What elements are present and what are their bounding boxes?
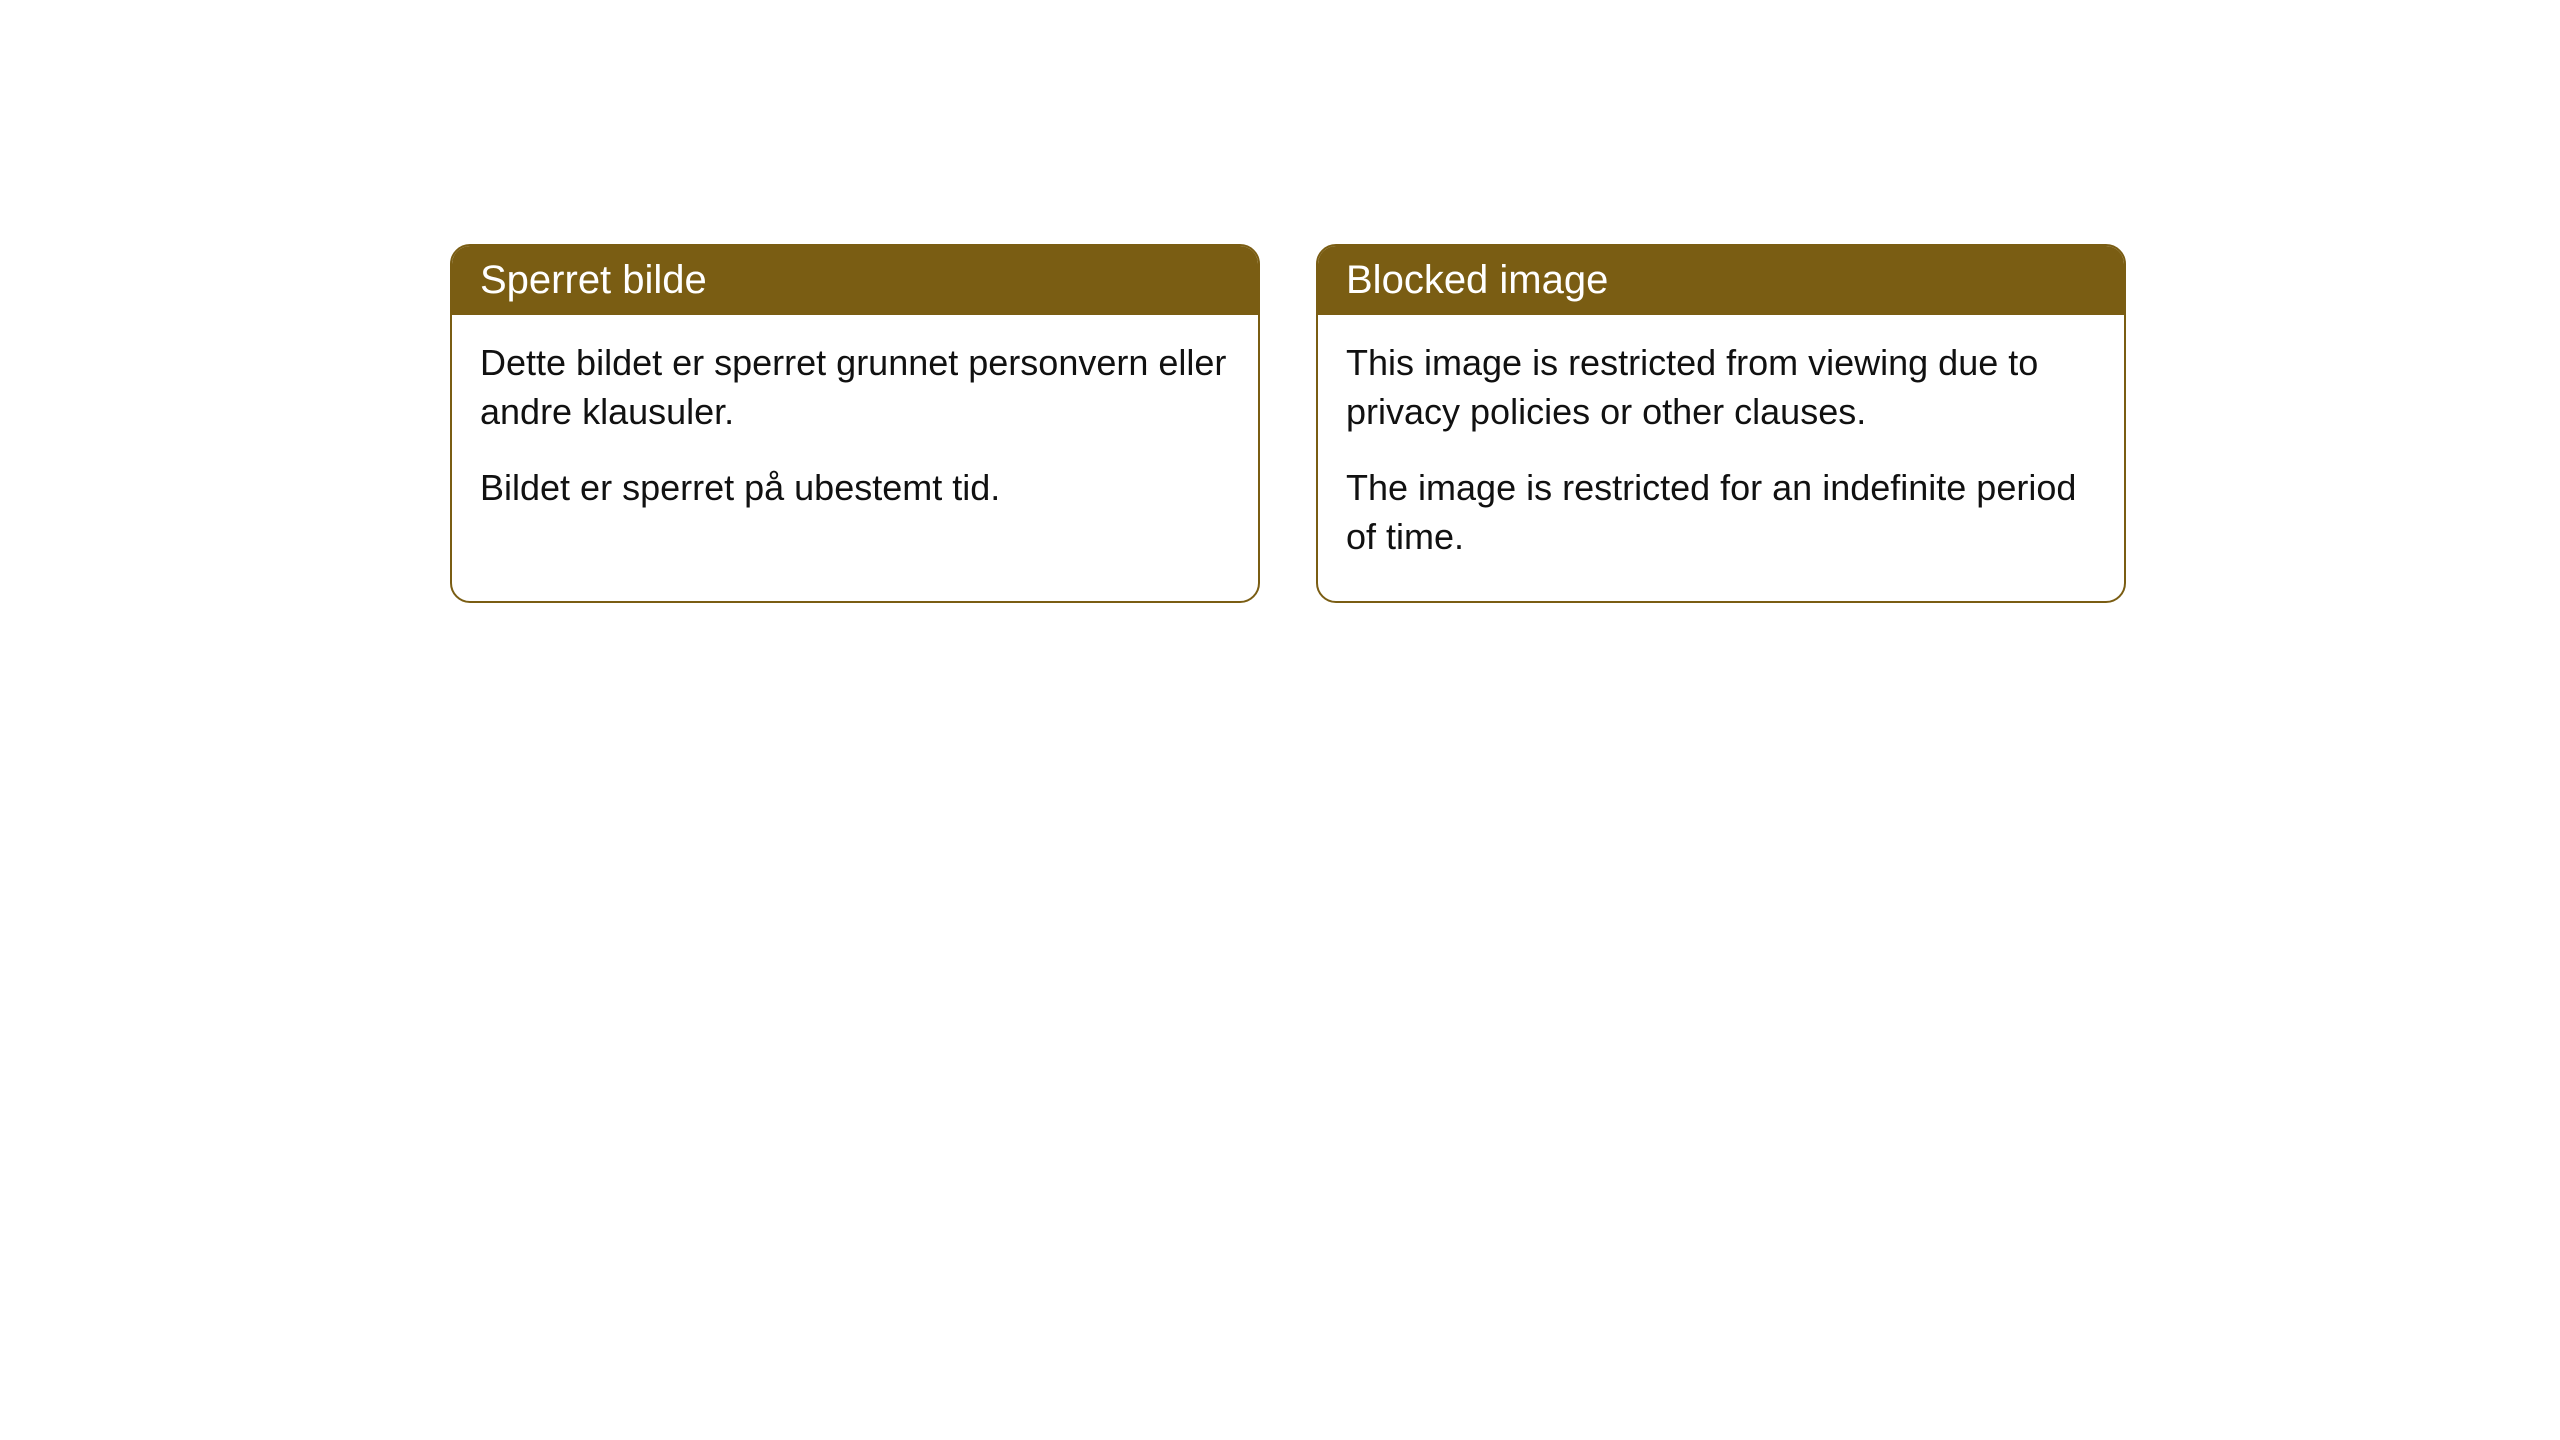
card-paragraph: This image is restricted from viewing du… (1346, 339, 2096, 436)
card-paragraph: The image is restricted for an indefinit… (1346, 464, 2096, 561)
card-paragraph: Bildet er sperret på ubestemt tid. (480, 464, 1230, 513)
card-title: Sperret bilde (480, 258, 707, 302)
card-body: Dette bildet er sperret grunnet personve… (452, 315, 1258, 553)
notice-cards-container: Sperret bilde Dette bildet er sperret gr… (450, 244, 2126, 603)
blocked-image-card-english: Blocked image This image is restricted f… (1316, 244, 2126, 603)
card-body: This image is restricted from viewing du… (1318, 315, 2124, 601)
blocked-image-card-norwegian: Sperret bilde Dette bildet er sperret gr… (450, 244, 1260, 603)
card-title: Blocked image (1346, 258, 1608, 302)
card-header: Blocked image (1318, 246, 2124, 315)
card-paragraph: Dette bildet er sperret grunnet personve… (480, 339, 1230, 436)
card-header: Sperret bilde (452, 246, 1258, 315)
